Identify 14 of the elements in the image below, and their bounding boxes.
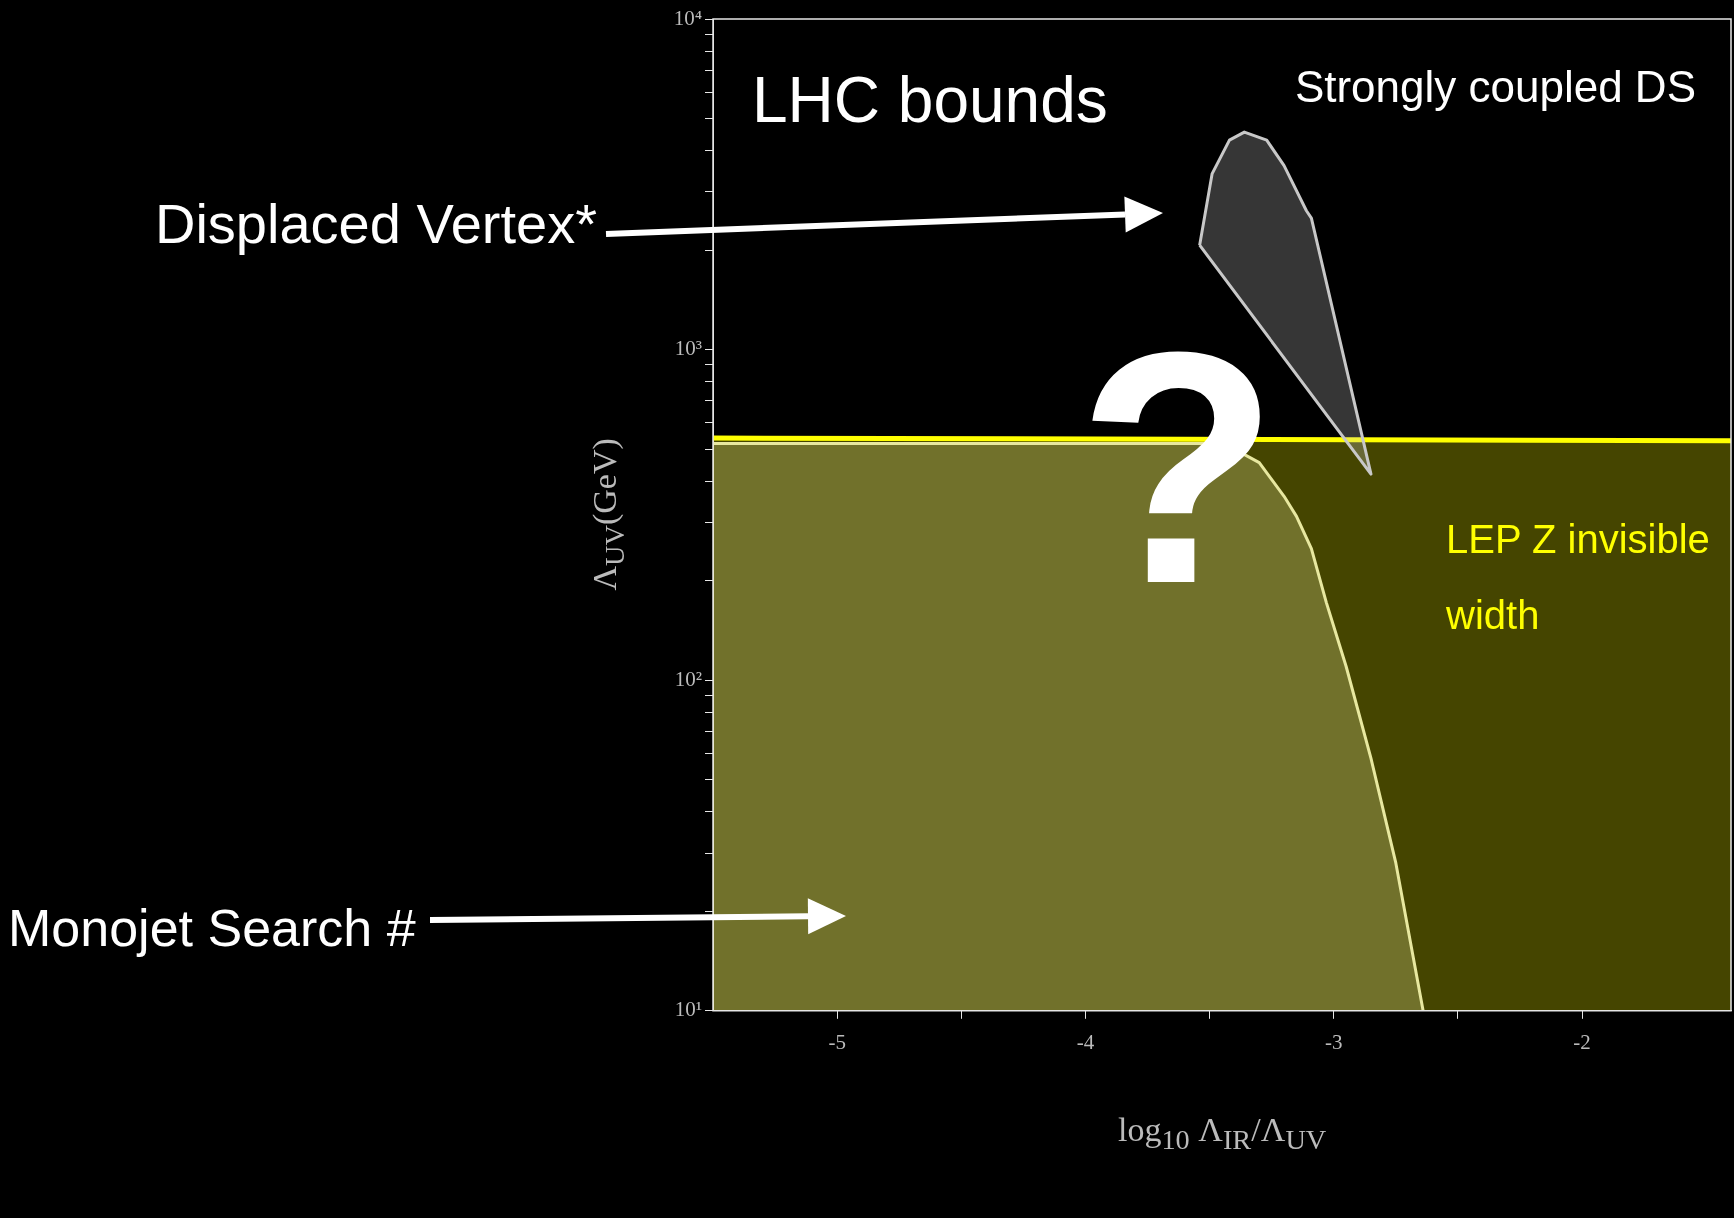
x-tick-label: -2 <box>1573 1029 1591 1054</box>
series-label: LEP Z invisible width <box>1445 517 1710 637</box>
text: Monojet Search # <box>8 899 416 957</box>
x-tick-label: -4 <box>1076 1029 1095 1054</box>
y-tick-label: 10¹ <box>674 997 702 1022</box>
x-tick-label: -5 <box>828 1029 846 1054</box>
text: Displaced Vertex* <box>154 192 597 255</box>
y-tick-label: 10² <box>674 666 702 691</box>
annotation: LHC bounds <box>752 64 1108 136</box>
y-tick-label: 10⁴ <box>673 5 702 30</box>
x-tick-label: -3 <box>1324 1029 1343 1054</box>
annotation: Strongly coupled DS <box>1294 62 1696 111</box>
x-axis-title: log$_{10}$ Λ$_{IR}$/Λ$_{UV}$ <box>1118 1110 1327 1156</box>
y-tick-label: 10³ <box>674 336 702 361</box>
